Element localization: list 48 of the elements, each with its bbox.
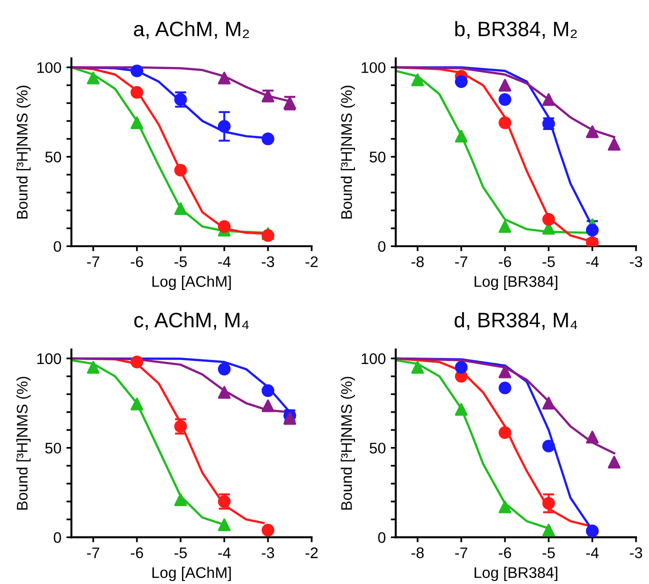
x-tick-label: -4 <box>218 548 231 558</box>
y-tick-label: 50 <box>370 152 386 162</box>
x-axis-title: Log [BR384] <box>474 276 558 290</box>
x-tick-label: -6 <box>130 256 144 268</box>
x-tick-label: -4 <box>218 256 231 267</box>
x-tick-label: -6 <box>498 547 512 558</box>
chart-title: b, BR384, M₂ <box>455 21 577 39</box>
y-tick-label: 50 <box>370 442 386 454</box>
x-tick-label: -5 <box>174 548 187 558</box>
x-tick-label: -7 <box>87 256 100 267</box>
x-tick-label: -3 <box>630 547 642 558</box>
y-tick-label: 100 <box>362 353 386 364</box>
x-tick-label: -3 <box>262 547 274 558</box>
x-tick-label: -4 <box>586 256 599 267</box>
x-tick-label: -5 <box>542 256 555 268</box>
x-tick-label: -7 <box>455 256 468 267</box>
y-tick-label: 0 <box>54 241 62 252</box>
x-tick-label: -5 <box>174 256 187 268</box>
y-tick-label: 100 <box>37 353 62 364</box>
x-tick-label: -8 <box>411 547 424 558</box>
x-axis-title: Log [AChM] <box>152 276 231 290</box>
x-tick-label: -4 <box>586 548 599 558</box>
x-axis-title: Log [BR384] <box>474 566 558 582</box>
x-tick-label: -2 <box>306 547 318 558</box>
y-tick-label: 50 <box>45 442 62 454</box>
x-tick-label: -2 <box>306 256 318 267</box>
y-axis-title: Bound [³H]NMS (%) <box>340 86 355 219</box>
y-tick-label: 0 <box>378 241 386 252</box>
y-tick-label: 100 <box>37 62 62 74</box>
y-tick-label: 100 <box>362 62 386 74</box>
chart-title: c, AChM, M₄ <box>134 312 249 330</box>
x-tick-label: -7 <box>455 548 468 558</box>
x-tick-label: -3 <box>262 256 274 268</box>
x-tick-label: -6 <box>130 547 144 558</box>
x-axis-title: Log [AChM] <box>152 566 231 582</box>
y-tick-label: 0 <box>54 532 62 543</box>
x-tick-label: -3 <box>630 256 642 268</box>
x-tick-label: -6 <box>498 256 512 268</box>
x-tick-label: -5 <box>542 548 555 558</box>
y-axis-title: Bound [³H]NMS (%) <box>340 376 355 510</box>
x-tick-label: -7 <box>87 548 100 558</box>
y-axis-title: Bound [³H]NMS (%) <box>16 376 31 510</box>
y-tick-label: 0 <box>378 532 386 543</box>
chart-title: a, AChM, M₂ <box>134 21 249 39</box>
y-tick-label: 50 <box>45 152 62 162</box>
x-tick-label: -8 <box>411 256 424 268</box>
chart-title: d, BR384, M₄ <box>454 312 578 330</box>
y-axis-title: Bound [³H]NMS (%) <box>16 86 31 219</box>
